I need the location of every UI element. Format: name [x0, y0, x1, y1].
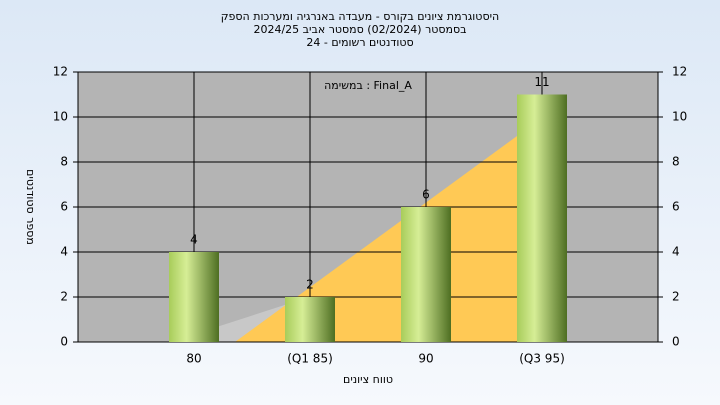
- y-tick-label: 6: [60, 200, 68, 214]
- value-label: 2: [306, 278, 314, 292]
- y-axis-label: מספר סטודנטים: [24, 169, 37, 245]
- chart-title: היסטוגרמת ציונים בקורס - מעבדה באנרגיה ו…: [221, 10, 499, 23]
- y2-tick-label: 2: [672, 290, 680, 304]
- y2-tick-label: 4: [672, 245, 680, 259]
- y-tick-label: 4: [60, 245, 68, 259]
- chart-subtitle: בסמסטר (02/2024) סמסטר אביב 2024/25: [253, 23, 466, 36]
- x-tick-label: (Q1 85): [287, 352, 333, 366]
- chart-subtitle: סטודנטים רשומים - 24: [306, 36, 413, 49]
- x-axis-label: טווח ציונים: [343, 373, 393, 386]
- x-tick-label: 90: [418, 352, 433, 366]
- bar: [401, 207, 451, 342]
- value-label: 11: [534, 75, 549, 89]
- y2-tick-label: 8: [672, 155, 680, 169]
- y2-tick-label: 6: [672, 200, 680, 214]
- y-tick-label: 8: [60, 155, 68, 169]
- y2-tick-label: 10: [672, 110, 687, 124]
- y-tick-label: 0: [60, 335, 68, 349]
- y2-tick-label: 0: [672, 335, 680, 349]
- value-label: 4: [190, 233, 198, 247]
- y-tick-label: 10: [53, 110, 68, 124]
- bar: [517, 94, 567, 342]
- y-tick-label: 12: [53, 65, 68, 79]
- bar: [285, 297, 335, 342]
- x-tick-label: 80: [186, 352, 201, 366]
- distribution-area: [235, 117, 543, 342]
- x-tick-label: (Q3 95): [519, 352, 565, 366]
- annotation: במשימה : Final_A: [324, 79, 412, 92]
- y2-tick-label: 12: [672, 65, 687, 79]
- bar: [169, 252, 219, 342]
- value-label: 6: [422, 188, 430, 202]
- y-tick-label: 2: [60, 290, 68, 304]
